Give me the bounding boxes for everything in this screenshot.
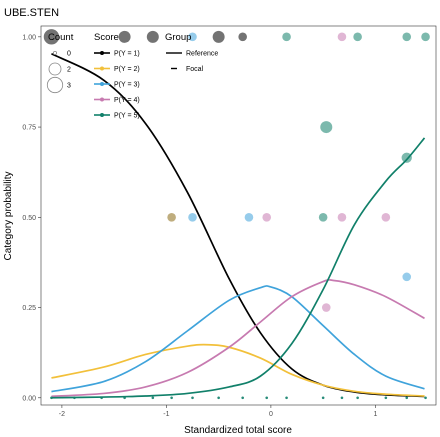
- legend-count-key: [46, 76, 64, 94]
- legend-count-key: [48, 62, 62, 76]
- y-tick-label: 0.25: [22, 305, 36, 312]
- data-point: [320, 121, 333, 134]
- legend-score-label: P(Y = 4): [114, 97, 140, 104]
- data-point: [50, 396, 53, 400]
- legend-count-key: [53, 51, 58, 56]
- axes: -2 -1 0 1 0.00 0.25 0.50 0.75 1.00: [22, 34, 377, 418]
- data-point: [151, 396, 155, 400]
- data-point: [321, 396, 325, 400]
- data-point: [188, 32, 197, 42]
- data-point: [262, 213, 272, 222]
- series-line: [51, 343, 425, 397]
- plot-panel: [40, 25, 437, 406]
- data-point: [424, 396, 427, 400]
- legend-count-label: 0: [67, 51, 71, 58]
- data-point: [146, 30, 159, 43]
- legend-score-label: P(Y = 1): [114, 51, 140, 58]
- x-axis-title: Standardized total score: [184, 425, 292, 436]
- y-tick-label: 1.00: [22, 34, 36, 41]
- data-point: [318, 213, 328, 222]
- legend-score-key-dot: [100, 82, 104, 86]
- legend-score-key-dot: [100, 51, 104, 55]
- legend: Count 0 2 3 Score P(Y = 1) P(Y = 2) P(Y = 3) P(Y…: [46, 32, 218, 120]
- data-point: [118, 30, 131, 43]
- legend-title-score: Score: [94, 32, 119, 43]
- legend-title-group: Group: [165, 32, 191, 43]
- legend-score-key-dot: [100, 113, 104, 117]
- data-point: [100, 396, 103, 400]
- data-point: [421, 32, 430, 42]
- data-point: [212, 30, 225, 43]
- series-line: [51, 285, 425, 393]
- data-point: [282, 32, 291, 42]
- y-axis-title: Category probability: [3, 172, 14, 261]
- data-point: [241, 396, 244, 400]
- x-tick-label: -2: [59, 411, 65, 418]
- series-line: [51, 278, 425, 398]
- x-tick-label: 1: [373, 411, 377, 418]
- chart-title: UBE.STEN: [4, 7, 59, 19]
- data-point: [321, 303, 331, 312]
- data-point: [337, 32, 347, 42]
- data-point: [73, 396, 76, 400]
- legend-score-label: P(Y = 3): [114, 82, 140, 89]
- legend-score-key-dot: [100, 66, 104, 71]
- probability-curves: [51, 53, 426, 399]
- legend-group-label: Reference: [186, 51, 218, 58]
- series-line: [51, 137, 426, 399]
- y-tick-label: 0.00: [22, 395, 36, 402]
- data-point: [384, 396, 388, 400]
- data-point: [381, 213, 391, 222]
- y-tick-label: 0.75: [22, 125, 36, 132]
- data-point: [244, 213, 254, 222]
- data-point: [217, 396, 220, 400]
- data-point: [170, 396, 173, 400]
- legend-score-key-dot: [100, 97, 104, 102]
- y-tick-label: 0.50: [22, 215, 36, 222]
- data-point: [353, 32, 362, 42]
- data-point: [356, 396, 359, 400]
- x-tick-label: 0: [269, 411, 273, 418]
- data-point: [405, 396, 409, 400]
- x-tick-label: -1: [163, 411, 169, 418]
- data-point: [238, 32, 247, 42]
- data-point: [265, 396, 269, 400]
- legend-count-label: 2: [67, 67, 71, 74]
- data-point: [337, 213, 347, 222]
- data-point: [191, 396, 194, 400]
- legend-score-label: P(Y = 5): [114, 113, 140, 120]
- legend-title-count: Count: [48, 32, 74, 43]
- data-point: [401, 152, 412, 163]
- data-point: [340, 396, 344, 400]
- data-point: [123, 396, 126, 400]
- legend-count-label: 3: [67, 83, 71, 90]
- data-point: [167, 213, 176, 222]
- data-point: [285, 396, 288, 400]
- data-point: [402, 32, 412, 42]
- empirical-points: [43, 29, 430, 400]
- legend-group-label: Focal: [186, 66, 204, 73]
- data-point: [402, 272, 412, 282]
- data-point: [188, 213, 197, 222]
- legend-score-label: P(Y = 2): [114, 66, 140, 73]
- data-point: [43, 29, 60, 45]
